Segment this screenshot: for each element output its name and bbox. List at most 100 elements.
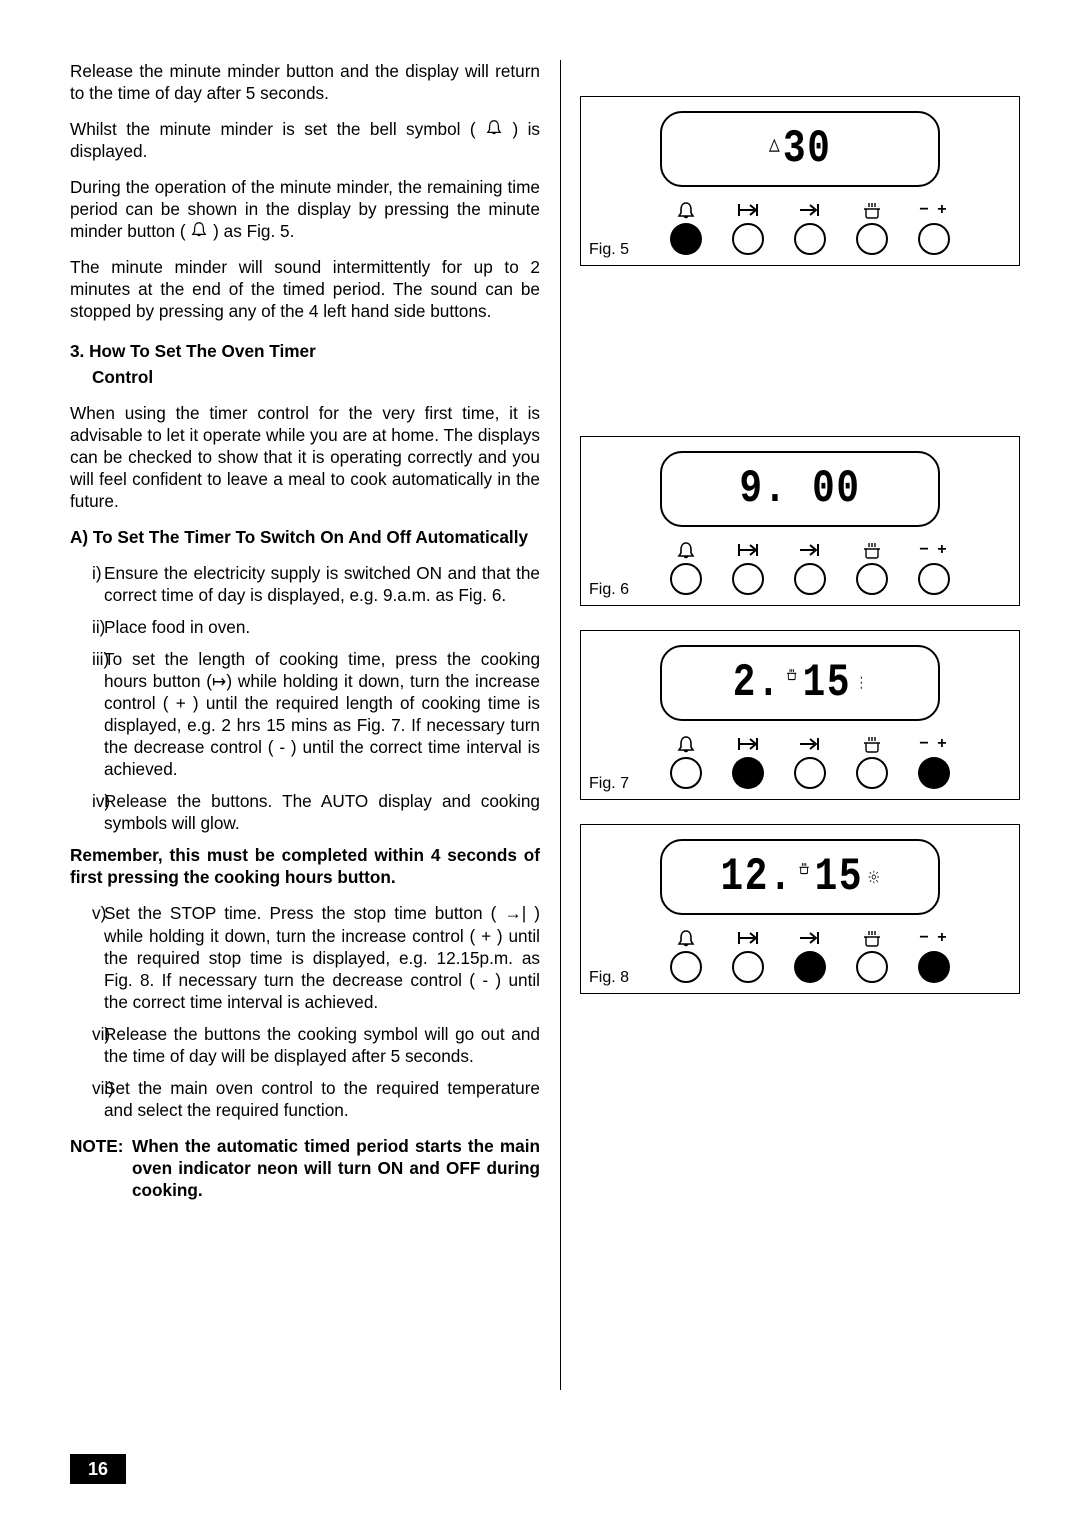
text: Ensure the electricity supply is switche… [104,562,540,606]
figure-label: Fig. 7 [589,775,629,793]
control-row: − + [615,539,1005,595]
ctrl-stop-time [789,199,831,255]
bell-icon [676,541,696,559]
list-a-cont: v)Set the STOP time. Press the stop time… [70,902,540,1120]
ctrl-bell [665,539,707,595]
ctrl-pot [851,733,893,789]
figure-label: Fig. 6 [589,581,629,599]
plus-minus-icon: − + [919,927,948,949]
para-bell-symbol: Whilst the minute minder is set the bell… [70,118,540,162]
figure-8: 12. 15 − + Fig. 8 [580,824,1020,994]
ctrl-plus-minus: − + [913,199,955,255]
control-row: − + [615,927,1005,983]
pot-icon [862,929,882,947]
button-open [856,223,888,255]
display-value: 30 [783,123,832,175]
figure-5: △30 − + [580,96,1020,266]
list-item: vii)Set the main oven control to the req… [70,1077,540,1121]
note-body: When the automatic timed period starts t… [132,1135,540,1201]
ctrl-plus-minus: − + [913,539,955,595]
pot-icon [862,201,882,219]
remember-note: Remember, this must be completed within … [70,844,540,888]
button-filled [918,951,950,983]
timer-display: △30 [660,111,940,187]
spacer [580,290,1020,436]
pot-icon [798,861,809,875]
para-during-op: During the operation of the minute minde… [70,176,540,242]
list-a: i)Ensure the electricity supply is switc… [70,562,540,834]
pot-icon [862,735,882,753]
stop-time-icon [798,736,822,752]
ctrl-plus-minus: − + [913,733,955,789]
button-filled [732,757,764,789]
stop-time-icon [798,930,822,946]
ctrl-stop-time [789,733,831,789]
control-row: − + [615,199,1005,255]
pot-icon [862,541,882,559]
right-column: △30 − + [580,60,1020,1201]
ctrl-cooking-hours [727,927,769,983]
button-open [732,223,764,255]
ctrl-pot [851,199,893,255]
timer-display: 2. 15 ⋮ [660,645,940,721]
stop-time-icon [798,202,822,218]
button-open [918,223,950,255]
plus-minus-icon: − + [919,199,948,221]
button-open [918,563,950,595]
cook-hours-icon [736,542,760,558]
bell-icon [676,929,696,947]
stop-time-icon [798,542,822,558]
bell-icon [676,201,696,219]
button-open [794,223,826,255]
plus-minus-icon: − + [919,539,948,561]
ctrl-cooking-hours [727,199,769,255]
page-number: 16 [70,1454,126,1484]
figure-label: Fig. 8 [589,969,629,987]
text: Whilst the minute minder is set the bell… [70,119,476,139]
button-filled [794,951,826,983]
text: Release the buttons. The AUTO display an… [104,790,540,834]
para-release: Release the minute minder button and the… [70,60,540,104]
button-open [856,757,888,789]
button-filled [670,223,702,255]
ctrl-pot [851,927,893,983]
heading-3-sub: Control [92,366,540,388]
text: Release the buttons the cooking symbol w… [104,1023,540,1067]
para-first-time: When using the timer control for the ver… [70,402,540,512]
figure-7: 2. 15 ⋮ − + Fig. 7 [580,630,1020,800]
pot-icon [786,667,797,681]
heading-a: A) To Set The Timer To Switch On And Off… [92,526,540,548]
button-open [794,563,826,595]
left-column: Release the minute minder button and the… [70,60,540,1201]
button-open [856,563,888,595]
note-label: NOTE: [70,1135,132,1201]
cook-hours-icon [736,202,760,218]
ctrl-pot [851,539,893,595]
ctrl-cooking-hours [727,539,769,595]
bell-icon [676,735,696,753]
text: Place food in oven. [104,616,540,638]
list-item: iii)To set the length of cooking time, p… [70,648,540,780]
list-item: v)Set the STOP time. Press the stop time… [70,902,540,1012]
ctrl-bell [665,927,707,983]
para-sound: The minute minder will sound intermitten… [70,256,540,322]
cook-hours-icon [736,736,760,752]
list-item: i)Ensure the electricity supply is switc… [70,562,540,606]
button-filled [918,757,950,789]
ctrl-bell [665,199,707,255]
cook-hours-icon [736,930,760,946]
text: During the operation of the minute minde… [70,177,540,241]
ctrl-stop-time [789,927,831,983]
text: ) as Fig. 5. [213,221,294,241]
button-open [732,951,764,983]
figure-6: 9. 00 − + Fig. 6 [580,436,1020,606]
list-item: ii)Place food in oven. [70,616,540,638]
sun-icon [868,870,879,884]
ctrl-bell [665,733,707,789]
text: To set the length of cooking time, press… [104,648,540,780]
figure-label: Fig. 5 [589,241,629,259]
ctrl-stop-time [789,539,831,595]
list-item: iv)Release the buttons. The AUTO display… [70,790,540,834]
control-row: − + [615,733,1005,789]
heading-3: 3. How To Set The Oven Timer [70,340,540,362]
